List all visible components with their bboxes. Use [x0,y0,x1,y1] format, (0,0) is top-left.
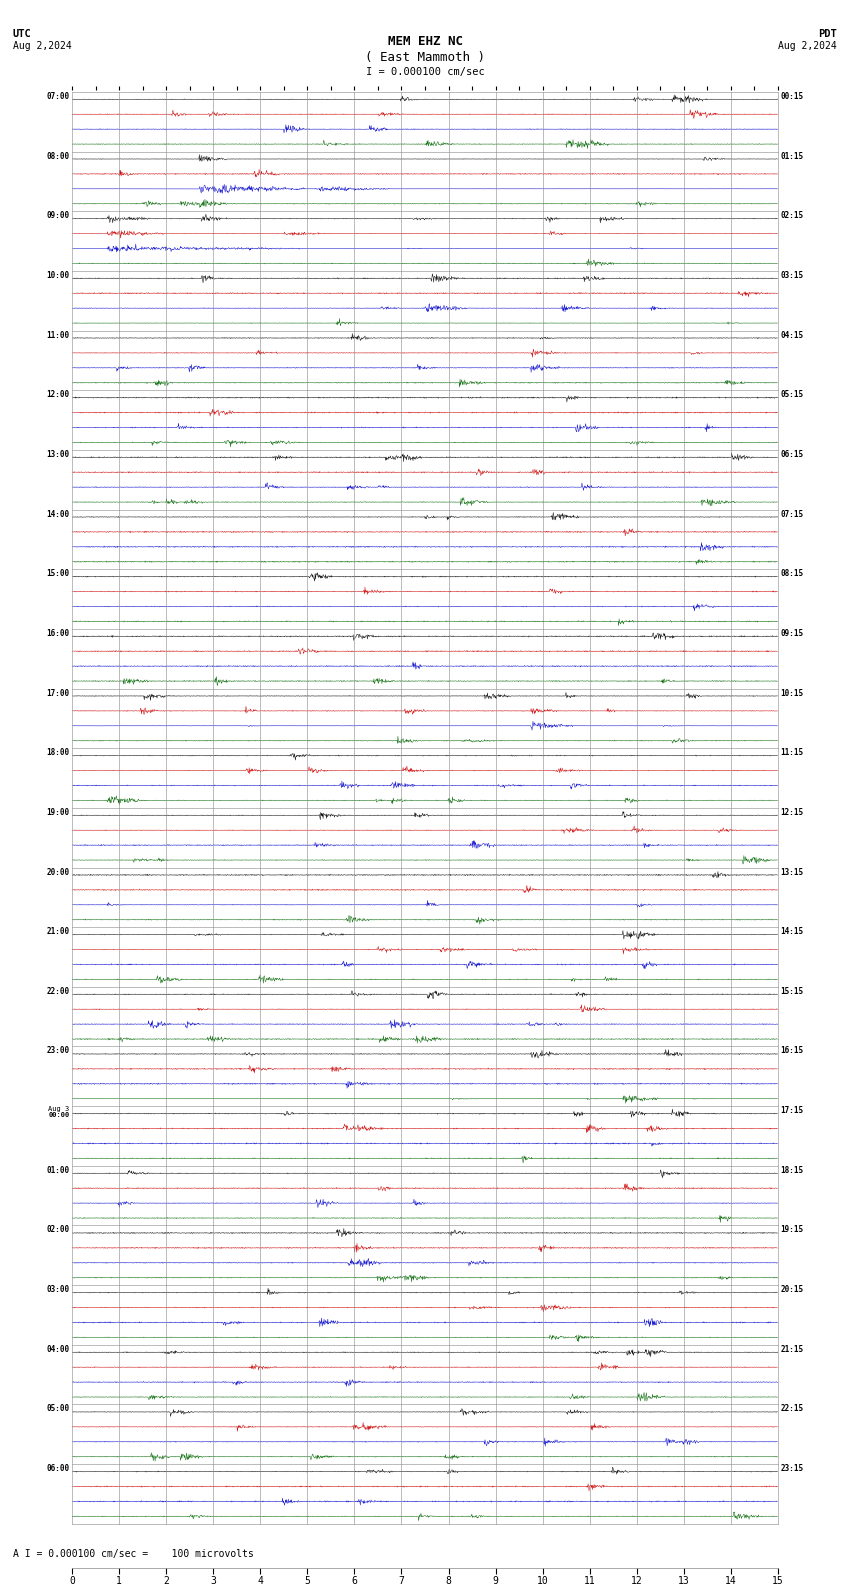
Text: 20:15: 20:15 [780,1285,803,1294]
Text: 14:15: 14:15 [780,927,803,936]
Text: 19:15: 19:15 [780,1226,803,1234]
Text: Aug 3: Aug 3 [48,1106,70,1112]
Text: 22:00: 22:00 [47,987,70,996]
Text: 06:15: 06:15 [780,450,803,459]
Text: 10:00: 10:00 [47,271,70,280]
Text: 21:15: 21:15 [780,1345,803,1354]
Text: 09:00: 09:00 [47,211,70,220]
Text: 04:00: 04:00 [47,1345,70,1354]
Text: 22:15: 22:15 [780,1405,803,1413]
Text: 05:15: 05:15 [780,390,803,399]
Text: 02:15: 02:15 [780,211,803,220]
Text: 13:00: 13:00 [47,450,70,459]
Text: 16:00: 16:00 [47,629,70,638]
Text: 14:00: 14:00 [47,510,70,518]
Text: 03:15: 03:15 [780,271,803,280]
Text: 03:00: 03:00 [47,1285,70,1294]
Text: 19:00: 19:00 [47,808,70,817]
Text: PDT: PDT [819,29,837,38]
Text: 05:00: 05:00 [47,1405,70,1413]
Text: 04:15: 04:15 [780,331,803,339]
Text: 11:15: 11:15 [780,748,803,757]
Text: 00:15: 00:15 [780,92,803,101]
Text: 17:15: 17:15 [780,1106,803,1115]
Text: 01:15: 01:15 [780,152,803,160]
Text: UTC: UTC [13,29,31,38]
Text: 10:15: 10:15 [780,689,803,697]
Text: 08:00: 08:00 [47,152,70,160]
Text: 06:00: 06:00 [47,1464,70,1473]
Text: 01:00: 01:00 [47,1166,70,1175]
Text: 07:15: 07:15 [780,510,803,518]
Text: 13:15: 13:15 [780,868,803,876]
Text: 09:15: 09:15 [780,629,803,638]
Text: 20:00: 20:00 [47,868,70,876]
Text: 12:00: 12:00 [47,390,70,399]
Text: 08:15: 08:15 [780,569,803,578]
Text: 23:15: 23:15 [780,1464,803,1473]
Text: ( East Mammoth ): ( East Mammoth ) [365,51,485,63]
Text: 00:00: 00:00 [48,1112,70,1118]
Text: 18:15: 18:15 [780,1166,803,1175]
Text: 11:00: 11:00 [47,331,70,339]
Text: 02:00: 02:00 [47,1226,70,1234]
Text: 21:00: 21:00 [47,927,70,936]
Text: A I = 0.000100 cm/sec =    100 microvolts: A I = 0.000100 cm/sec = 100 microvolts [13,1549,253,1559]
Text: 12:15: 12:15 [780,808,803,817]
Text: 15:15: 15:15 [780,987,803,996]
Text: I = 0.000100 cm/sec: I = 0.000100 cm/sec [366,67,484,76]
Text: Aug 2,2024: Aug 2,2024 [13,41,71,51]
Text: 15:00: 15:00 [47,569,70,578]
Text: 23:00: 23:00 [47,1047,70,1055]
Text: 17:00: 17:00 [47,689,70,697]
Text: MEM EHZ NC: MEM EHZ NC [388,35,462,48]
Text: 18:00: 18:00 [47,748,70,757]
Text: Aug 2,2024: Aug 2,2024 [779,41,837,51]
Text: 07:00: 07:00 [47,92,70,101]
Text: 16:15: 16:15 [780,1047,803,1055]
